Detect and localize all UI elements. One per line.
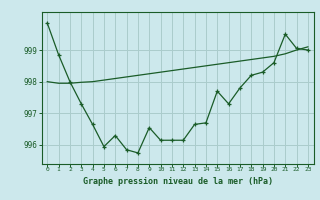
X-axis label: Graphe pression niveau de la mer (hPa): Graphe pression niveau de la mer (hPa) (83, 177, 273, 186)
